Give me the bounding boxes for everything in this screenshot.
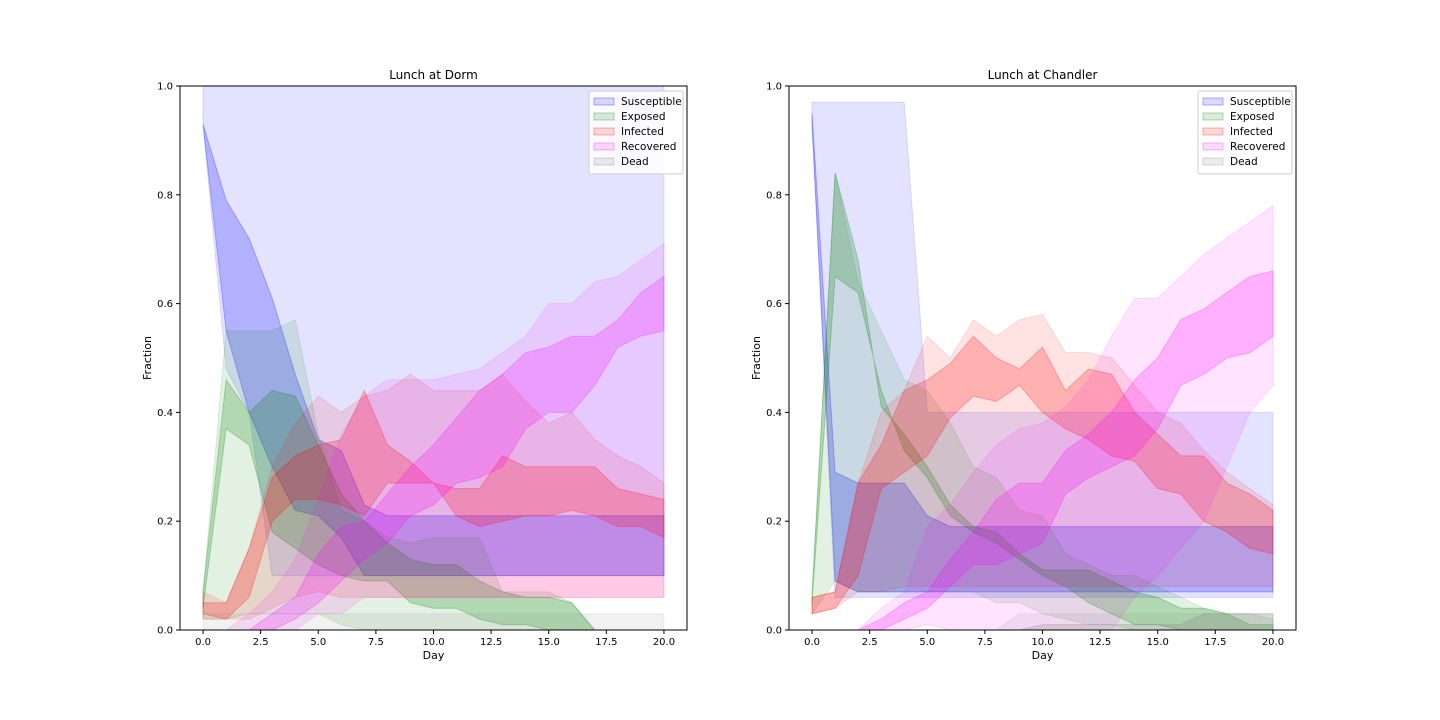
recovered-inner-band	[812, 270, 1274, 631]
legend-label-susceptible: Susceptible	[1230, 96, 1291, 108]
susceptible-outer-band	[811, 101, 1274, 598]
legend: Susceptible Exposed Infected Recovered Dead	[1197, 90, 1293, 175]
x-tick-label: 15.0	[538, 637, 560, 648]
x-tick-label: 2.5	[253, 637, 269, 648]
y-tick-label: 0.2	[766, 517, 782, 528]
x-tick-label: 0.0	[195, 637, 211, 648]
x-tick-label: 5.0	[919, 637, 935, 648]
legend-label-recovered: Recovered	[1230, 141, 1285, 153]
legend-label-infected: Infected	[1230, 126, 1273, 138]
legend-label-susceptible: Susceptible	[621, 96, 682, 108]
chart-title: Lunch at Chandler	[988, 68, 1098, 82]
y-tick-label: 0.6	[766, 299, 782, 310]
legend-box	[1197, 90, 1293, 175]
legend-swatch-infected	[1202, 127, 1224, 136]
y-tick-label: 1.0	[157, 82, 173, 93]
legend-swatch-susceptible	[1202, 97, 1224, 106]
legend-swatch-susceptible	[593, 97, 615, 106]
x-axis-label: Day	[1032, 649, 1054, 662]
y-tick-label: 0.8	[157, 190, 173, 201]
x-tick-label: 12.5	[1089, 637, 1111, 648]
x-tick-label: 20.0	[1262, 637, 1284, 648]
recovered-inner-band	[203, 275, 665, 631]
y-tick-label: 0.6	[157, 299, 173, 310]
infected-outer-band	[811, 313, 1274, 615]
legend-label-dead: Dead	[621, 156, 649, 168]
axis-ticks: 0.0 2.5 5.0 7.5 10.0 12.5 15.0 17.5 20.0 0.0 0.2 0.…	[766, 82, 1284, 649]
legend-label-infected: Infected	[621, 126, 664, 138]
axis-ticks: 0.0 2.5 5.0 7.5 10.0 12.5 15.0 17.5 20.0 0.0 0.2 0.…	[157, 82, 675, 649]
infected-outer-band	[202, 373, 665, 620]
x-axis-label: Day	[423, 649, 445, 662]
infected-inner-band	[811, 335, 1274, 615]
x-tick-label: 10.0	[1031, 637, 1053, 648]
legend: Susceptible Exposed Infected Recovered Dead	[588, 90, 684, 175]
x-tick-label: 7.5	[368, 637, 384, 648]
chart-panel-dorm: 0.0 2.5 5.0 7.5 10.0 12.5 15.0 17.5 20.0 0.0 0.2 0.…	[141, 68, 688, 662]
y-tick-label: 0.2	[157, 517, 173, 528]
y-tick-label: 0.4	[766, 408, 782, 419]
y-tick-label: 0.0	[157, 626, 173, 637]
x-tick-label: 10.0	[422, 637, 444, 648]
y-tick-label: 0.8	[766, 190, 782, 201]
susceptible-inner-band	[811, 113, 1274, 593]
legend-label-exposed: Exposed	[1230, 111, 1275, 123]
legend-swatch-recovered	[1202, 142, 1224, 151]
x-tick-label: 17.5	[595, 637, 617, 648]
y-tick-label: 0.4	[157, 408, 173, 419]
x-tick-label: 20.0	[653, 637, 675, 648]
legend-box	[588, 90, 684, 175]
plot-area	[202, 85, 665, 631]
x-tick-label: 7.5	[977, 637, 993, 648]
legend-swatch-exposed	[593, 112, 615, 121]
legend-label-dead: Dead	[1230, 156, 1258, 168]
y-axis-label: Fraction	[750, 336, 763, 380]
x-tick-label: 0.0	[804, 637, 820, 648]
legend-swatch-exposed	[1202, 112, 1224, 121]
x-tick-label: 5.0	[310, 637, 326, 648]
y-axis-label: Fraction	[141, 336, 154, 380]
chart-panel-chandler: 0.0 2.5 5.0 7.5 10.0 12.5 15.0 17.5 20.0 0.0 0.2 0.…	[750, 68, 1297, 662]
x-tick-label: 17.5	[1204, 637, 1226, 648]
x-tick-label: 12.5	[480, 637, 502, 648]
infected-inner-band	[202, 389, 665, 620]
recovered-outer-band	[203, 242, 665, 631]
y-tick-label: 1.0	[766, 82, 782, 93]
legend-label-exposed: Exposed	[621, 111, 666, 123]
legend-swatch-dead	[593, 157, 615, 166]
legend-swatch-dead	[1202, 157, 1224, 166]
x-tick-label: 15.0	[1147, 637, 1169, 648]
x-tick-label: 2.5	[862, 637, 878, 648]
susceptible-inner-band	[202, 123, 665, 577]
y-tick-label: 0.0	[766, 626, 782, 637]
dead-outer-band	[202, 613, 665, 631]
legend-label-recovered: Recovered	[621, 141, 676, 153]
chart-title: Lunch at Dorm	[389, 68, 478, 82]
legend-swatch-infected	[593, 127, 615, 136]
legend-swatch-recovered	[593, 142, 615, 151]
plot-area	[811, 101, 1274, 631]
